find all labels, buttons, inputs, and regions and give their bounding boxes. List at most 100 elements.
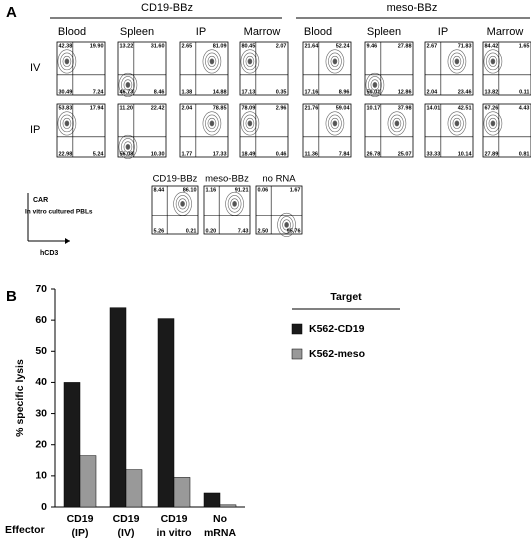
contour (209, 120, 215, 127)
x-axis-label: hCD3 (40, 250, 58, 257)
quadrant-value: 17.33 (213, 151, 227, 157)
quadrant-value: 59.04 (336, 105, 351, 111)
group-title: CD19-BBz (141, 2, 193, 14)
quadrant-value: 0.21 (186, 228, 197, 234)
quadrant-value: 8.96 (339, 89, 350, 95)
x-tick-label: CD19 (113, 513, 140, 525)
contour (387, 111, 407, 136)
quadrant-value: 9.46 (367, 43, 378, 49)
quadrant-value: 14.88 (213, 89, 227, 95)
quadrant-value: 7.24 (93, 89, 105, 95)
contour (64, 120, 70, 127)
quadrant-value: 7.43 (238, 228, 249, 234)
quadrant-value: 33.33 (427, 151, 441, 157)
contour (60, 114, 74, 133)
contour (240, 49, 260, 74)
column-header: Spleen (120, 26, 154, 38)
column-header: IP (196, 26, 206, 38)
flow-plot (117, 41, 167, 96)
flow-plot (302, 41, 352, 96)
quadrant-value: 0.11 (519, 89, 529, 95)
quadrant-value: 0.35 (276, 89, 287, 95)
flow-plot (56, 41, 106, 96)
contour (454, 58, 460, 65)
quadrant-value: 11.20 (120, 105, 133, 111)
quadrant-value: 84.42 (485, 43, 499, 49)
bar (109, 307, 127, 508)
quadrant-value: 80.45 (242, 43, 256, 49)
contour (123, 79, 133, 91)
quadrant-value: 26.78 (367, 151, 381, 157)
row-label: IP (30, 124, 40, 136)
panel-label: B (6, 288, 17, 305)
contour (178, 198, 187, 210)
quadrant-value: 46.73 (120, 89, 134, 95)
column-header: Blood (58, 26, 86, 38)
contour (245, 55, 255, 67)
quadrant-value: 0.81 (519, 151, 530, 157)
quadrant-value: 5.26 (154, 228, 165, 234)
contour (279, 216, 294, 234)
quadrant-value: 53.83 (59, 105, 73, 111)
contour (390, 114, 404, 133)
contour (205, 52, 219, 71)
contour (454, 120, 460, 127)
contour (488, 55, 498, 67)
quadrant-value: 10.17 (367, 105, 381, 111)
quadrant-value: 8.44 (154, 187, 166, 193)
quadrant-value: 86.10 (183, 187, 197, 193)
column-header: IP (438, 26, 448, 38)
y-tick-label: 0 (41, 501, 47, 513)
contour (370, 79, 380, 91)
contour (392, 117, 402, 129)
contour (62, 55, 72, 67)
flow-plot (302, 103, 352, 158)
quadrant-value: 10.14 (458, 151, 473, 157)
quadrant-value: 19.90 (90, 43, 104, 49)
quadrant-value: 78.09 (242, 105, 256, 111)
x-tick-label: No (213, 513, 227, 525)
quadrant-value: 1.65 (519, 43, 530, 49)
quadrant-value: 22.98 (59, 151, 73, 157)
contour (452, 55, 462, 67)
contour (450, 114, 464, 133)
quadrant-value: 95.76 (287, 228, 301, 234)
row-label: IV (30, 62, 41, 74)
quadrant-value: 52.24 (336, 43, 351, 49)
quadrant-value: 17.94 (90, 105, 105, 111)
flow-plot (255, 185, 303, 235)
contour (368, 76, 382, 94)
quadrant-value: 50.01 (367, 89, 381, 95)
contour (328, 52, 342, 71)
contour (180, 200, 185, 207)
contour (118, 134, 138, 159)
contour (486, 52, 500, 71)
x-tick-label: (IV) (118, 527, 135, 539)
contour (64, 58, 70, 65)
contour (227, 195, 242, 213)
flow-plot (424, 41, 474, 96)
flow-plot (179, 41, 229, 96)
quadrant-value: 27.88 (398, 43, 412, 49)
contour (483, 49, 503, 74)
bar (203, 492, 221, 508)
legend-label: K562-meso (309, 348, 365, 360)
contour (202, 49, 222, 74)
x-tick-label: in vitro (156, 527, 191, 539)
quadrant-value: 13.22 (120, 43, 134, 49)
x-tick-label: CD19 (161, 513, 188, 525)
contour (175, 195, 190, 213)
bar (125, 469, 143, 508)
column-header: Marrow (487, 26, 524, 38)
contour (372, 82, 378, 88)
quadrant-value: 91.21 (235, 187, 249, 193)
quadrant-value: 81.09 (213, 43, 227, 49)
flow-plot (239, 103, 289, 158)
x-axis-title: Effector (5, 524, 45, 536)
legend-label: K562-CD19 (309, 323, 365, 335)
contour (121, 138, 135, 156)
flow-plot (424, 103, 474, 158)
contour (284, 221, 289, 228)
quadrant-value: 1.67 (290, 187, 301, 193)
contour (125, 82, 131, 88)
